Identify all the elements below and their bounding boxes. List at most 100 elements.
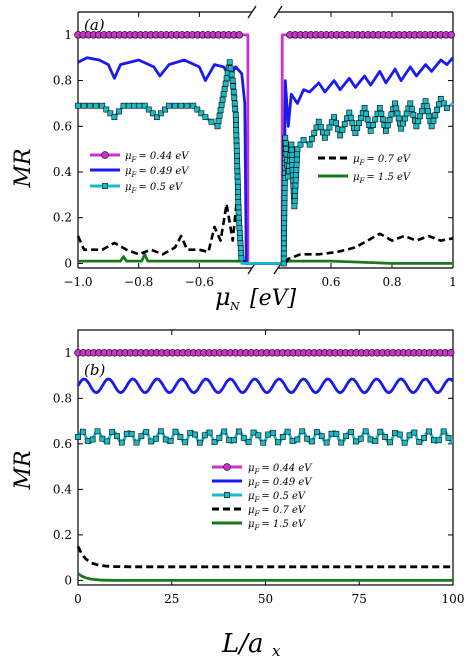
- panel-a-series-2-point: [141, 102, 148, 109]
- panel-a-xtick-label: 0.8: [382, 275, 401, 289]
- panel-a-legend-text: μF = 0.49 eV: [125, 166, 190, 179]
- panel-b-xtick-label: 25: [164, 592, 179, 606]
- panel-b-series-2-point: [99, 435, 106, 442]
- panel-a-legend-text: μF = 1.5 eV: [353, 172, 412, 185]
- panel-a-series-2-point: [281, 235, 287, 242]
- panel-b-xlabel-main: L/a: [221, 629, 264, 659]
- panel-a-series-2-point: [410, 111, 417, 118]
- panel-a-series-2-point: [321, 134, 328, 141]
- panel-a-series-2-point: [288, 146, 295, 153]
- panel-b-xtick-label: 100: [442, 592, 465, 606]
- panel-a-series-2-point: [425, 108, 431, 115]
- panel-a-series-2-point: [326, 124, 333, 131]
- panel-b-series-2-point: [148, 438, 155, 445]
- panel-a: 00.20.40.60.81−1.0 −0.8 −0.6 0.6 0.8 1μF = 0.4…: [53, 5, 457, 289]
- panel-a-series-2-point: [120, 102, 127, 109]
- panel-a-series-2-point: [235, 209, 242, 216]
- legend-value: = 0.5 eV: [261, 491, 307, 502]
- panel-a-series-2-point: [363, 110, 369, 117]
- panel-a-series-2-point: [202, 114, 209, 121]
- panel-a-series-2-point: [172, 102, 178, 109]
- panel-a-series-2-point: [234, 173, 241, 180]
- panel-a-series-2-point: [230, 83, 237, 90]
- panel-b-series-4-line: [77, 572, 453, 582]
- panel-a-series-2-point: [291, 198, 298, 204]
- panel-b-series-2-point: [416, 439, 423, 445]
- panel-a-series-2-point: [346, 109, 353, 116]
- panel-a-series-2-point: [238, 255, 245, 262]
- panel-b-series-2-point: [226, 437, 233, 444]
- legend-sub: F: [131, 171, 138, 179]
- panel-b-legend-marker: [224, 492, 230, 498]
- panel-b-series-2-point: [318, 433, 325, 440]
- panel-b-xlabel-sub: x: [272, 642, 281, 660]
- panel-a-series-2-point: [221, 86, 228, 92]
- panel-a-series-0-point: [235, 31, 243, 39]
- panel-a-series-2-point: [437, 95, 444, 102]
- panel-a-series-2-point: [407, 100, 414, 107]
- panel-b-series-2-point: [270, 430, 276, 437]
- panel-a-series-2-point: [131, 102, 138, 109]
- panel-a-series-2-point: [306, 141, 313, 148]
- panel-a-series-2-point: [293, 172, 299, 179]
- panel-a-series-2-point: [443, 105, 450, 111]
- panel-a-series-2-point: [136, 102, 143, 109]
- panel-a-series-2-point: [376, 105, 383, 111]
- panel-a-series-2-point: [434, 106, 441, 113]
- panel-b-series-2-point: [430, 437, 437, 444]
- panel-b-series-2-point: [235, 428, 242, 435]
- panel-b-series-2-point: [192, 431, 198, 438]
- panel-b-series-2-point: [401, 439, 408, 446]
- panel-a-ytick-label: 0: [64, 256, 72, 270]
- panel-a-series-2-point: [237, 245, 244, 252]
- panel-b-series-2-point: [328, 430, 335, 437]
- panel-a-series-2-point: [331, 114, 337, 121]
- panel-a-series-2-point: [281, 205, 288, 212]
- panel-b-series-2-point: [138, 433, 145, 440]
- panel-a-series-4-line: [78, 252, 453, 265]
- panel-b-series-3-line: [76, 545, 453, 569]
- panel-b-series-2-point: [382, 434, 389, 440]
- panel-a-series-2-point: [382, 127, 389, 134]
- panel-b-series-2-point: [411, 429, 418, 436]
- panel-a-series-2-point: [223, 75, 230, 82]
- panel-a-series-2-point: [422, 98, 429, 105]
- legend-value: = 0.44 eV: [138, 151, 190, 162]
- panel-b-xlabel: L/a x: [221, 629, 281, 660]
- legend-mu: μ: [353, 154, 360, 165]
- panel-a-series-2-point: [352, 130, 359, 137]
- panel-a-series-2-point: [233, 142, 240, 149]
- panel-a-series-2-point: [401, 115, 408, 122]
- panel-b-series-2-point: [299, 428, 306, 435]
- legend-sub: F: [254, 524, 261, 532]
- panel-a-series-2-point: [283, 145, 290, 152]
- panel-a-series-2-point: [440, 100, 447, 107]
- panel-a-series-2-point: [294, 146, 301, 153]
- panel-b-series-2-point: [260, 439, 267, 446]
- panel-a-series-2-point: [281, 210, 288, 217]
- panel-b-series-2-point: [391, 430, 398, 437]
- panel-b-series-2-point: [245, 439, 252, 445]
- panel-b-series-2-point: [250, 429, 257, 436]
- panel-a-series-2-point: [339, 126, 346, 133]
- panel-a-series-2-point: [300, 137, 307, 143]
- panel-b-series-2-point: [323, 439, 330, 446]
- panel-a-series-2-point: [217, 107, 224, 114]
- panel-a-series-2-point: [236, 219, 243, 226]
- panel-a-series-2-point: [297, 141, 304, 148]
- panel-a-series-2-point: [417, 113, 423, 120]
- panel-a-legend-text: μF = 0.5 eV: [125, 182, 184, 195]
- legend-mu: μ: [248, 463, 255, 474]
- panel-b-series-2-point: [118, 439, 125, 446]
- panel-a-series-2-point: [341, 121, 348, 127]
- panel-a-xtick-label: −0.8: [124, 275, 153, 289]
- panel-a-series-2-point: [292, 192, 298, 199]
- panel-a-series-2-point: [216, 112, 223, 119]
- panel-a-series-2-point: [145, 106, 152, 113]
- panel-a-series-2-point: [230, 89, 237, 95]
- panel-b-legend-text: μF = 1.5 eV: [248, 519, 307, 532]
- panel-a-series-2-point: [281, 240, 287, 247]
- legend-value: = 0.49 eV: [261, 477, 313, 488]
- panel-a-series-2-point: [178, 102, 185, 109]
